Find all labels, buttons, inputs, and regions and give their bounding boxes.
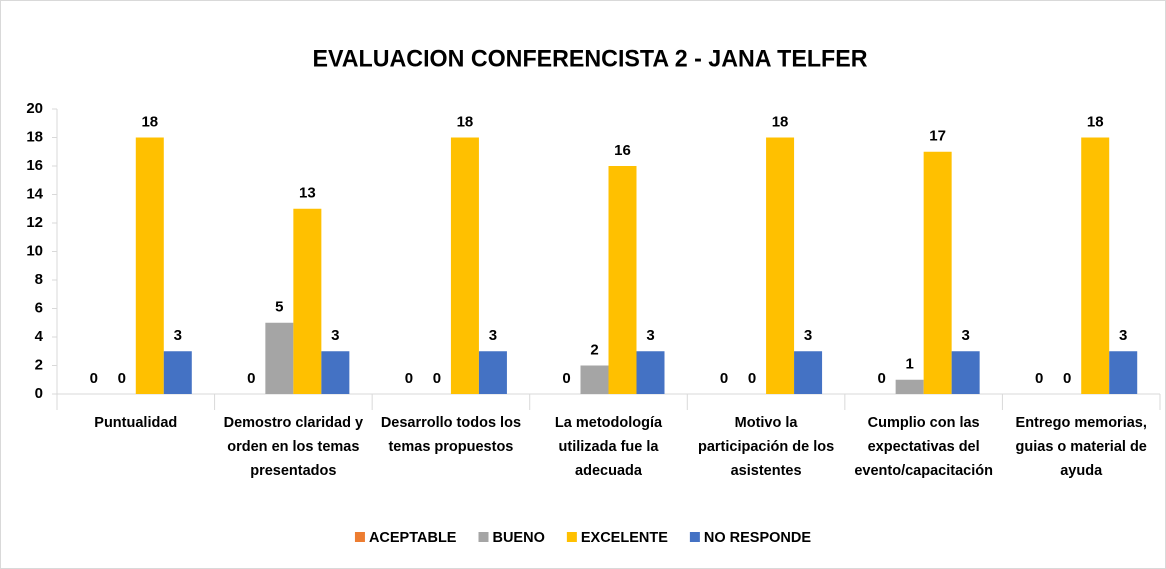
y-tick-label: 10 bbox=[26, 242, 43, 259]
y-tick-label: 0 bbox=[35, 385, 43, 402]
legend-label: EXCELENTE bbox=[581, 530, 668, 546]
y-tick-label: 12 bbox=[26, 214, 43, 231]
data-label: 18 bbox=[1087, 113, 1104, 130]
data-label: 5 bbox=[275, 299, 283, 316]
bar bbox=[293, 208, 322, 394]
data-label: 0 bbox=[1035, 370, 1043, 387]
data-label: 3 bbox=[489, 327, 497, 344]
data-label: 16 bbox=[614, 142, 631, 159]
data-label: 0 bbox=[247, 370, 255, 387]
y-tick-label: 8 bbox=[35, 271, 43, 288]
bar bbox=[135, 137, 164, 394]
data-label: 0 bbox=[405, 370, 413, 387]
data-label: 0 bbox=[90, 370, 98, 387]
bar bbox=[265, 322, 294, 394]
bar bbox=[1109, 351, 1138, 394]
x-tick-label: Entrego memorias, guias o material de ay… bbox=[1015, 415, 1147, 479]
bar bbox=[794, 351, 823, 394]
data-label: 13 bbox=[299, 185, 316, 202]
data-label: 0 bbox=[1063, 370, 1071, 387]
data-label: 3 bbox=[961, 327, 969, 344]
chart-title: EVALUACION CONFERENCISTA 2 - JANA TELFER bbox=[313, 45, 868, 72]
data-label: 2 bbox=[590, 341, 598, 358]
bar bbox=[163, 351, 192, 394]
y-tick-label: 14 bbox=[26, 185, 43, 202]
data-label: 3 bbox=[174, 327, 182, 344]
data-label: 0 bbox=[562, 370, 570, 387]
data-label: 3 bbox=[331, 327, 339, 344]
legend-marker bbox=[478, 532, 489, 542]
bar bbox=[321, 351, 350, 394]
bar bbox=[636, 351, 665, 394]
legend-label: ACEPTABLE bbox=[369, 530, 457, 546]
y-tick-label: 18 bbox=[26, 128, 43, 145]
y-tick-label: 6 bbox=[35, 299, 43, 316]
legend-label: NO RESPONDE bbox=[704, 530, 811, 546]
y-tick-label: 16 bbox=[26, 157, 43, 174]
data-label: 0 bbox=[748, 370, 756, 387]
x-tick-label: Puntualidad bbox=[94, 415, 178, 431]
x-tick-label: Motivo la participación de los asistente… bbox=[697, 415, 835, 479]
y-tick-label: 4 bbox=[35, 328, 44, 345]
legend-label: BUENO bbox=[492, 530, 544, 546]
x-tick-label: Desarrollo todos los temas propuestos bbox=[380, 415, 522, 455]
data-label: 3 bbox=[1119, 327, 1127, 344]
x-tick-label: Cumplio con las expectativas del evento/… bbox=[854, 415, 993, 479]
data-label: 18 bbox=[141, 113, 158, 130]
data-label: 3 bbox=[804, 327, 812, 344]
legend-marker bbox=[566, 532, 577, 542]
y-tick-label: 20 bbox=[26, 100, 43, 117]
bar bbox=[608, 166, 637, 394]
data-label: 0 bbox=[720, 370, 728, 387]
bar bbox=[766, 137, 795, 394]
bar bbox=[951, 351, 980, 394]
legend-marker bbox=[354, 532, 365, 542]
bar bbox=[1081, 137, 1110, 394]
data-label: 18 bbox=[772, 113, 789, 130]
legend-marker bbox=[689, 532, 700, 542]
data-label: 0 bbox=[118, 370, 126, 387]
bar bbox=[895, 379, 924, 394]
bar bbox=[478, 351, 507, 394]
bar bbox=[923, 151, 952, 394]
x-tick-label: Demostro claridad y orden en los temas p… bbox=[223, 415, 364, 479]
bar bbox=[450, 137, 479, 394]
x-tick-label: La metodología utilizada fue la adecuada bbox=[554, 415, 663, 479]
data-label: 0 bbox=[877, 370, 885, 387]
data-label: 1 bbox=[905, 356, 913, 373]
data-label: 17 bbox=[929, 128, 946, 145]
y-tick-label: 2 bbox=[35, 356, 43, 373]
data-label: 3 bbox=[646, 327, 654, 344]
data-label: 0 bbox=[433, 370, 441, 387]
data-label: 18 bbox=[457, 113, 474, 130]
bar bbox=[580, 365, 609, 394]
